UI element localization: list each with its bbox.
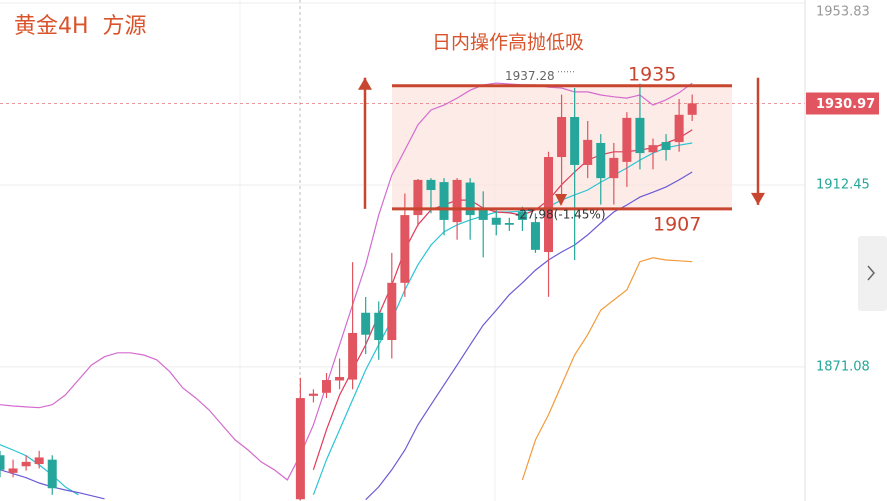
candle-body	[661, 142, 671, 150]
chevron-icon	[867, 265, 875, 281]
change-label: -27.98(-1.45%)	[515, 208, 606, 222]
candle-body	[361, 312, 371, 335]
high-label: 1937.28	[505, 69, 555, 83]
candle-body	[295, 398, 305, 500]
candle-body	[374, 312, 384, 341]
y-tick-label: 1871.08	[816, 359, 870, 374]
candle-body	[47, 459, 57, 489]
candle-body	[465, 182, 475, 216]
last-price-label: 1930.97	[816, 97, 875, 112]
candle-body	[413, 179, 423, 216]
change-arrow	[555, 194, 567, 206]
y-tick-label: 1953.83	[816, 5, 870, 20]
arrow-head	[358, 77, 372, 90]
expand-button[interactable]	[858, 236, 887, 311]
candle-body	[557, 117, 567, 158]
indicator-line	[0, 82, 693, 481]
candle-body	[544, 157, 554, 253]
candle-body	[21, 461, 31, 467]
candle-body	[635, 117, 645, 154]
arrow-head	[751, 192, 765, 205]
candle-body	[387, 282, 397, 341]
chart-title: 黄金4H 方源	[14, 14, 147, 39]
candle-body	[426, 179, 436, 191]
candle-body	[648, 145, 658, 153]
candle-body	[348, 332, 358, 380]
candle-body	[530, 222, 540, 250]
candle-body	[609, 157, 619, 179]
level-label: 1935	[628, 63, 676, 85]
candle-body	[596, 142, 606, 179]
level-label: 1907	[653, 213, 701, 235]
candle-body	[570, 117, 580, 165]
last-price-tag	[806, 92, 879, 115]
candle-body	[34, 457, 44, 465]
candle-body	[622, 117, 632, 162]
candle-body	[439, 182, 449, 220]
candle-body	[687, 103, 697, 115]
candle-body	[335, 376, 345, 381]
y-tick-label: 1912.45	[816, 177, 870, 192]
candle-body	[504, 223, 514, 225]
candle-body	[517, 212, 527, 220]
candle-body	[8, 468, 18, 473]
candle-body	[583, 139, 593, 165]
candle-body	[400, 215, 410, 283]
annotation: 日内操作高抛低吸	[432, 32, 584, 54]
candle-body	[0, 455, 5, 470]
candle-body	[308, 393, 318, 396]
candle-body	[452, 179, 462, 223]
candle-body	[674, 114, 684, 143]
indicator-line	[521, 257, 693, 481]
candle-body	[322, 380, 331, 393]
candle-body	[491, 217, 501, 225]
candle-body	[478, 209, 488, 220]
